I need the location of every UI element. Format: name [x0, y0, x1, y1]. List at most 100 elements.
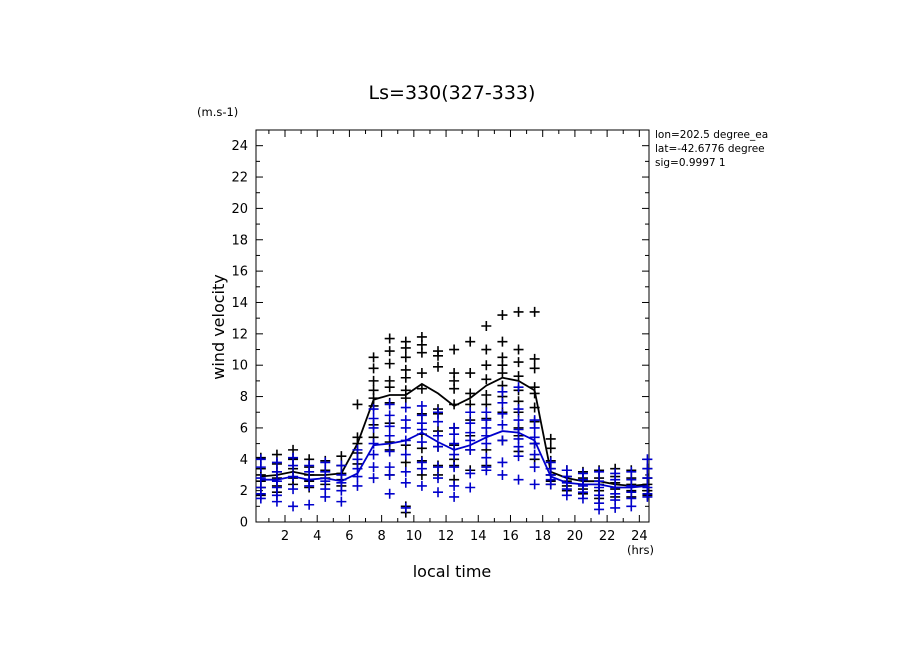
data-point-marker [352, 454, 363, 465]
data-point-marker [416, 368, 427, 379]
data-point-marker [642, 473, 653, 484]
data-point-marker [529, 353, 540, 364]
data-point-marker [433, 473, 444, 484]
x-tick-label: 24 [631, 529, 648, 544]
y-tick-label: 6 [240, 421, 248, 436]
data-point-marker [449, 491, 460, 502]
data-point-marker [465, 435, 476, 446]
data-point-marker [465, 444, 476, 455]
data-point-marker [497, 419, 508, 430]
y-tick-label: 24 [231, 139, 248, 154]
x-axis-title: local time [413, 562, 492, 581]
data-point-marker [400, 342, 411, 353]
data-point-marker [352, 444, 363, 455]
x-tick-label: 20 [567, 529, 584, 544]
data-point-marker [465, 336, 476, 347]
data-point-marker [481, 360, 492, 371]
data-point-marker [384, 333, 395, 344]
y-tick-label: 20 [231, 202, 248, 217]
data-point-marker [288, 484, 299, 495]
data-point-marker [255, 493, 266, 504]
data-point-marker [497, 397, 508, 408]
data-point-marker [513, 415, 524, 426]
data-point-marker [416, 437, 427, 448]
data-point-marker [384, 421, 395, 432]
data-point-marker [352, 480, 363, 491]
data-point-marker [400, 477, 411, 488]
data-point-marker [465, 388, 476, 399]
data-point-marker [433, 487, 444, 498]
x-tick-label: 14 [470, 529, 487, 544]
data-point-marker [497, 386, 508, 397]
data-point-marker [465, 468, 476, 479]
data-point-marker [545, 443, 556, 454]
data-point-marker [416, 463, 427, 474]
x-tick-label: 2 [281, 529, 289, 544]
data-point-marker [368, 438, 379, 449]
plot-frame [255, 129, 650, 523]
data-point-marker [400, 352, 411, 363]
data-point-marker [513, 404, 524, 415]
data-point-marker [416, 480, 427, 491]
data-point-marker [416, 383, 427, 394]
data-point-marker [304, 499, 315, 510]
data-point-marker [433, 407, 444, 418]
y-tick-label: 0 [240, 516, 248, 531]
x-tick-label: 16 [502, 529, 519, 544]
info-line-sig: sig=0.9997 1 [655, 157, 726, 169]
data-point-marker [352, 399, 363, 410]
data-point-marker [497, 435, 508, 446]
data-point-marker [529, 449, 540, 460]
data-point-marker [513, 357, 524, 368]
data-point-marker [561, 490, 572, 501]
data-point-marker [368, 375, 379, 386]
chart-title: Ls=330(327-333) [369, 82, 536, 104]
data-point-marker [449, 383, 460, 394]
data-point-marker [384, 469, 395, 480]
data-point-marker [545, 433, 556, 444]
data-point-marker [400, 449, 411, 460]
y-tick-label: 16 [231, 265, 248, 280]
data-point-marker [304, 480, 315, 491]
x-tick-label: 18 [534, 529, 551, 544]
data-point-marker [513, 371, 524, 382]
data-point-marker [626, 501, 637, 512]
data-point-marker [433, 441, 444, 452]
data-point-marker [449, 344, 460, 355]
data-point-marker [271, 466, 282, 477]
data-point-marker [594, 466, 605, 477]
data-point-marker [529, 306, 540, 317]
data-point-marker [449, 449, 460, 460]
data-point-marker [400, 502, 411, 513]
data-point-marker [497, 336, 508, 347]
data-point-marker [481, 452, 492, 463]
x-tick-label: 12 [438, 529, 455, 544]
data-point-marker [400, 402, 411, 413]
data-point-marker [513, 344, 524, 355]
data-point-marker [433, 361, 444, 372]
data-point-marker [384, 358, 395, 369]
data-point-marker [368, 413, 379, 424]
data-point-marker [336, 496, 347, 507]
data-point-marker [497, 408, 508, 419]
data-point-marker [368, 363, 379, 374]
data-point-marker [416, 347, 427, 358]
data-point-marker [513, 382, 524, 393]
data-point-marker [481, 344, 492, 355]
data-point-marker [513, 306, 524, 317]
data-point-marker [336, 451, 347, 462]
data-point-marker [465, 407, 476, 418]
data-point-marker [368, 473, 379, 484]
data-point-marker [368, 449, 379, 460]
y-tick-label: 18 [231, 233, 248, 248]
plot-area: 2 4 6 8 10 12 14 16 18 20 22 2402468101214161820222… [231, 129, 653, 544]
data-point-marker [368, 404, 379, 415]
data-point-marker [433, 430, 444, 441]
x-tick-label: 10 [406, 529, 423, 544]
y-tick-label: 10 [231, 359, 248, 374]
y-tick-label: 22 [231, 171, 248, 186]
data-point-marker [320, 457, 331, 468]
data-point-marker [497, 457, 508, 468]
data-point-marker [433, 350, 444, 361]
data-point-marker [384, 446, 395, 457]
